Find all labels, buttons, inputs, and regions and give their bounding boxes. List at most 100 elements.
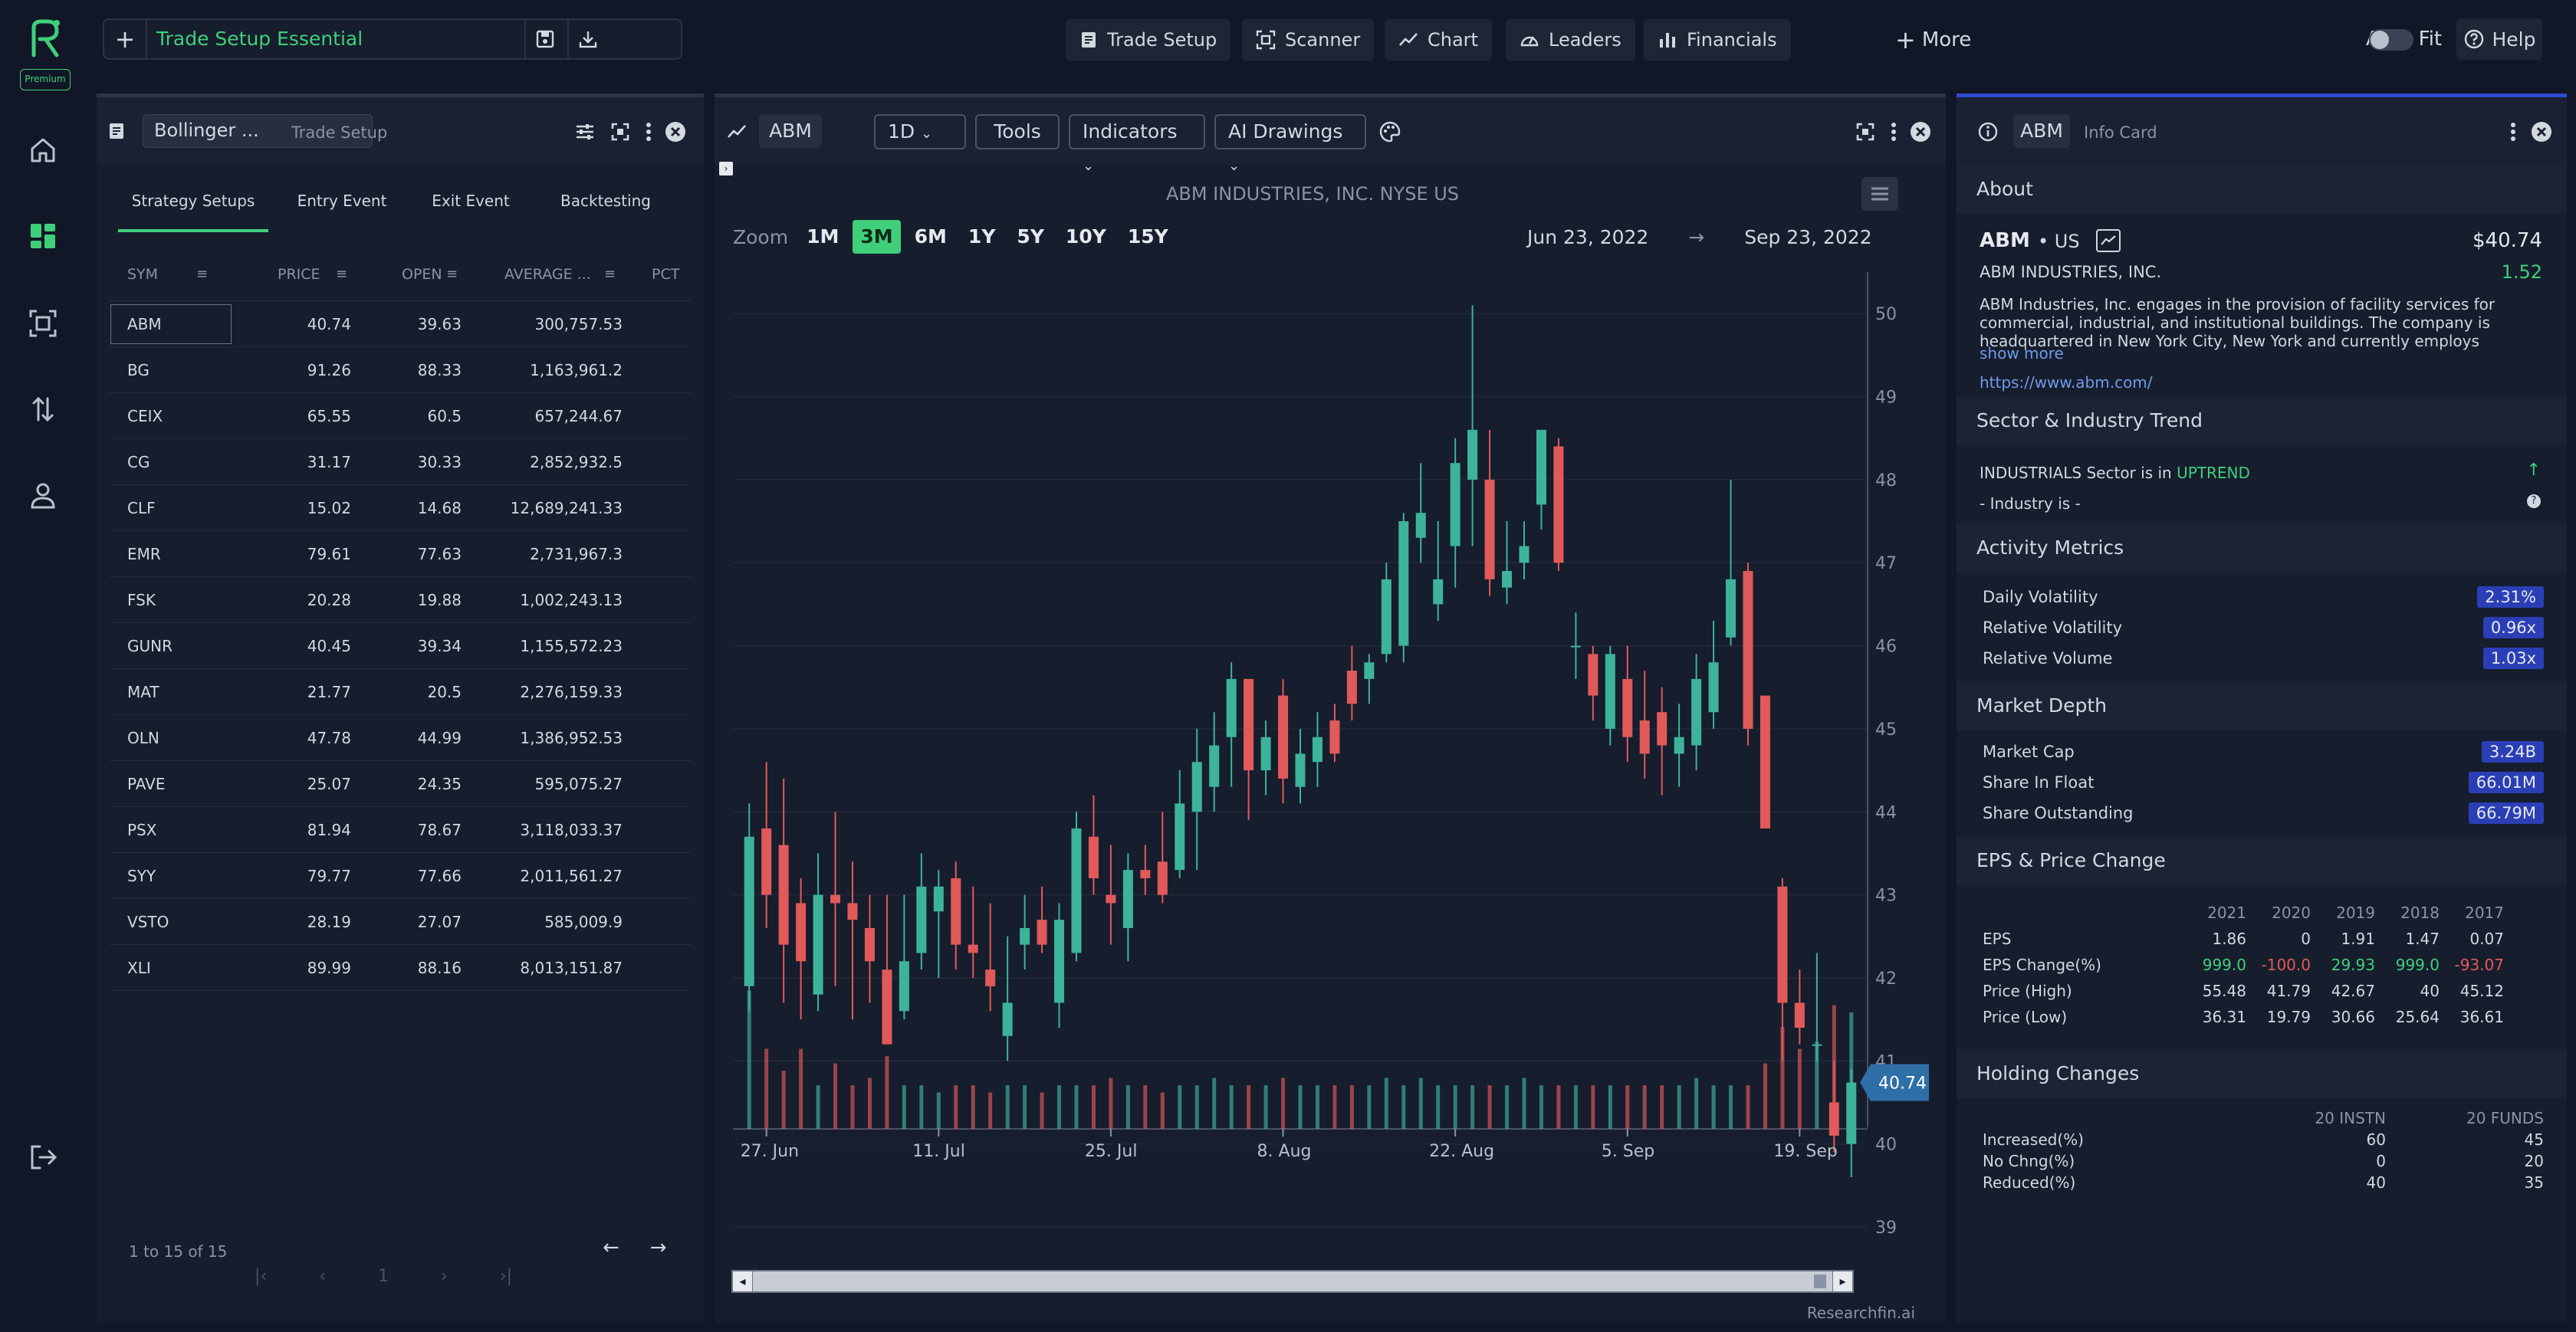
next-arrow-icon[interactable]: → bbox=[649, 1236, 667, 1259]
table-row[interactable]: XLI 89.99 88.16 8,013,151.87 bbox=[109, 945, 692, 991]
table-row[interactable]: PAVE 25.07 24.35 595,075.27 bbox=[109, 761, 692, 807]
company-website-link[interactable]: https://www.abm.com/ bbox=[1980, 373, 2153, 392]
scroll-right-icon[interactable]: ▸ bbox=[1832, 1271, 1852, 1291]
settings-sliders-icon[interactable] bbox=[572, 119, 598, 145]
kebab-menu-icon[interactable] bbox=[1886, 119, 1901, 145]
more-menu-button[interactable]: + More bbox=[1895, 19, 1971, 61]
indicators-dropdown[interactable]: Indicators ⌄ bbox=[1069, 114, 1205, 174]
nav-chart[interactable]: Chart bbox=[1385, 19, 1492, 61]
table-row[interactable]: GUNR 40.45 39.34 1,155,572.23 bbox=[109, 623, 692, 669]
table-row[interactable]: EMR 79.61 77.63 2,731,967.3 bbox=[109, 531, 692, 577]
zoom-6m-button[interactable]: 6M bbox=[914, 225, 947, 248]
first-page-icon[interactable]: |‹ bbox=[255, 1267, 268, 1286]
close-icon[interactable] bbox=[2528, 119, 2555, 145]
help-button[interactable]: Help bbox=[2456, 18, 2542, 60]
table-row[interactable]: SYY 79.77 77.66 2,011,561.27 bbox=[109, 853, 692, 899]
add-workspace-button[interactable]: + bbox=[104, 20, 147, 58]
next-page-icon[interactable]: › bbox=[441, 1267, 448, 1286]
table-row[interactable]: VSTO 28.19 27.07 585,009.9 bbox=[109, 899, 692, 945]
tab-exit-event[interactable]: Exit Event bbox=[432, 192, 510, 210]
table-row[interactable]: PSX 81.94 78.67 3,118,033.37 bbox=[109, 807, 692, 853]
tab-strategy-setups[interactable]: Strategy Setups bbox=[118, 177, 268, 232]
date-from-input[interactable]: Jun 23, 2022 bbox=[1527, 226, 1649, 248]
table-row[interactable]: OLN 47.78 44.99 1,386,952.53 bbox=[109, 715, 692, 761]
chart-link-icon[interactable] bbox=[2096, 229, 2121, 252]
nav-trade-setup[interactable]: Trade Setup bbox=[1066, 19, 1231, 61]
cell-average: 2,731,967.3 bbox=[530, 545, 623, 563]
eps-row-label: EPS Change(%) bbox=[1983, 956, 2101, 974]
logout-icon[interactable] bbox=[23, 1137, 63, 1177]
transfer-icon[interactable] bbox=[23, 389, 63, 429]
nav-scanner[interactable]: Scanner bbox=[1242, 19, 1375, 61]
zoom-1y-button[interactable]: 1Y bbox=[968, 225, 996, 248]
collapse-toggle-icon[interactable]: › bbox=[719, 162, 733, 176]
palette-icon[interactable] bbox=[1377, 119, 1403, 145]
workspace-name[interactable]: Trade Setup Essential bbox=[156, 28, 363, 50]
scroll-left-icon[interactable]: ◂ bbox=[733, 1271, 753, 1291]
column-header-average[interactable]: AVERAGE ... bbox=[504, 266, 591, 283]
column-menu-icon[interactable]: ≡ bbox=[336, 266, 348, 282]
zoom-15y-button[interactable]: 15Y bbox=[1127, 225, 1168, 248]
nav-financials[interactable]: Financials bbox=[1644, 19, 1791, 61]
scanner-icon[interactable] bbox=[23, 303, 63, 343]
table-row[interactable]: ABM 40.74 39.63 300,757.53 bbox=[109, 301, 692, 347]
column-header-price[interactable]: PRICE bbox=[278, 266, 320, 283]
save-icon[interactable] bbox=[524, 20, 564, 58]
chart-navigator-scrollbar[interactable]: ◂ ▸ bbox=[731, 1270, 1854, 1293]
candle-body bbox=[951, 878, 961, 945]
kebab-menu-icon[interactable] bbox=[641, 119, 656, 145]
zoom-10y-button[interactable]: 10Y bbox=[1065, 225, 1106, 248]
column-menu-icon[interactable]: ≡ bbox=[604, 266, 616, 282]
expand-icon[interactable] bbox=[1852, 119, 1878, 145]
interval-dropdown[interactable]: 1D ⌄ bbox=[874, 114, 966, 149]
table-row[interactable]: CLF 15.02 14.68 12,689,241.33 bbox=[109, 485, 692, 531]
last-page-icon[interactable]: ›| bbox=[499, 1267, 513, 1286]
scroll-handle[interactable] bbox=[1814, 1275, 1826, 1288]
dashboard-icon[interactable] bbox=[23, 216, 63, 256]
column-menu-icon[interactable]: ≡ bbox=[446, 266, 458, 282]
kebab-menu-icon[interactable] bbox=[2505, 119, 2521, 145]
candle-body bbox=[1312, 737, 1322, 763]
volume-bar bbox=[867, 1078, 872, 1129]
zoom-5y-button[interactable]: 5Y bbox=[1017, 225, 1044, 248]
user-icon[interactable] bbox=[23, 475, 63, 515]
zoom-3m-button[interactable]: 3M bbox=[853, 220, 901, 254]
tab-entry-event[interactable]: Entry Event bbox=[297, 192, 387, 210]
zoom-1m-button[interactable]: 1M bbox=[807, 225, 840, 248]
app-logo-icon[interactable] bbox=[23, 17, 66, 60]
tab-backtesting[interactable]: Backtesting bbox=[560, 192, 651, 210]
download-icon[interactable] bbox=[567, 20, 607, 58]
show-more-link[interactable]: show more bbox=[1980, 344, 2064, 363]
volume-bar bbox=[1125, 1085, 1130, 1129]
home-icon[interactable] bbox=[23, 130, 63, 170]
cell-average: 8,013,151.87 bbox=[520, 959, 623, 977]
column-header-sym[interactable]: SYM bbox=[127, 266, 159, 283]
prev-arrow-icon[interactable]: ← bbox=[603, 1236, 619, 1259]
table-row[interactable]: CEIX 65.55 60.5 657,244.67 bbox=[109, 393, 692, 439]
date-to-input[interactable]: Sep 23, 2022 bbox=[1744, 226, 1872, 248]
prev-page-icon[interactable]: ‹ bbox=[319, 1267, 327, 1286]
expand-icon[interactable] bbox=[607, 119, 633, 145]
column-menu-icon[interactable]: ≡ bbox=[196, 266, 209, 282]
country: • US bbox=[2038, 231, 2080, 252]
x-tick-label: 5. Sep bbox=[1602, 1142, 1654, 1161]
chart-menu-icon[interactable] bbox=[1861, 177, 1898, 211]
volume-bar bbox=[1247, 1085, 1251, 1129]
tools-button[interactable]: Tools bbox=[975, 114, 1060, 149]
close-icon[interactable] bbox=[1907, 119, 1934, 145]
table-row[interactable]: CG 31.17 30.33 2,852,932.5 bbox=[109, 439, 692, 485]
info-symbol-field[interactable]: ABM bbox=[2013, 114, 2070, 148]
table-row[interactable]: MAT 21.77 20.5 2,276,159.33 bbox=[109, 669, 692, 715]
column-header-open[interactable]: OPEN bbox=[402, 266, 442, 283]
table-row[interactable]: FSK 20.28 19.88 1,002,243.13 bbox=[109, 577, 692, 623]
ai-drawings-dropdown[interactable]: AI Drawings ⌄ bbox=[1214, 114, 1366, 174]
close-icon[interactable] bbox=[662, 119, 688, 145]
table-row[interactable]: BG 91.26 88.33 1,163,961.2 bbox=[109, 347, 692, 393]
column-header-pct[interactable]: PCT bbox=[652, 266, 680, 283]
volume-bar bbox=[1815, 1042, 1819, 1129]
help-icon[interactable]: ? bbox=[2527, 494, 2541, 508]
setup-name-field[interactable]: Bollinger ... bbox=[143, 114, 373, 148]
chart-symbol-field[interactable]: ABM bbox=[759, 114, 822, 148]
nav-leaders[interactable]: Leaders bbox=[1506, 19, 1635, 61]
